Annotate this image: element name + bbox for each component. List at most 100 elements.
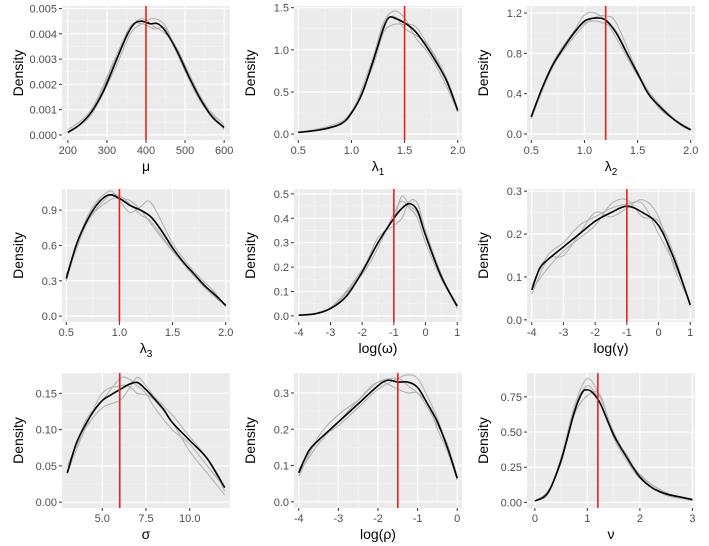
x-tick-label: 600 xyxy=(215,145,233,157)
y-tick-label: 0.00 xyxy=(36,497,57,509)
y-tick-label: 0.001 xyxy=(29,105,57,117)
x-tick-label: -2 xyxy=(357,327,367,339)
chain-density-line-2 xyxy=(65,193,227,305)
x-tick-label: 400 xyxy=(137,145,155,157)
density-curves xyxy=(66,376,226,496)
y-tick-label: 0.3 xyxy=(507,186,522,198)
density-panel-5: -4 -3 -2 -1 0 1 0.0 0.1 0.2 0.3 0.4 0.5 Density log(ω… xyxy=(242,189,462,356)
chain-density-line-1 xyxy=(67,18,225,133)
chain-density-line-1 xyxy=(298,374,458,477)
x-tick-label: 1 xyxy=(687,327,693,339)
chain-density-line-2 xyxy=(67,18,225,133)
y-tick-label: 0.0 xyxy=(274,497,289,509)
x-tick-label: 0 xyxy=(454,513,460,525)
x-tick-label: 0 xyxy=(655,327,661,339)
y-tick-label: 0.8 xyxy=(507,48,522,60)
combined-density-line xyxy=(530,17,692,131)
y-tick-label: 0.25 xyxy=(501,462,522,474)
y-tick-label: 0.1 xyxy=(274,461,289,473)
density-panel-9: 0 1 2 3 0.00 0.25 0.50 0.75 Density ν xyxy=(475,373,695,542)
y-tick-label: 0.6 xyxy=(42,240,57,252)
y-axis-title: Density xyxy=(475,417,491,464)
y-tick-label: 0.4 xyxy=(507,89,522,101)
x-axis-symbol: log(γ) xyxy=(593,340,628,356)
chain-density-line-1 xyxy=(65,190,227,308)
x-tick-label: 2 xyxy=(637,513,643,525)
x-axis-title: μ xyxy=(142,158,150,174)
x-axis-subscript: 1 xyxy=(379,167,385,178)
x-tick-label: 10.0 xyxy=(179,513,200,525)
x-tick-label: 1 xyxy=(584,513,590,525)
x-axis-symbol: λ xyxy=(140,340,147,356)
x-axis-title: log(ω) xyxy=(359,340,398,356)
x-tick-label: 2.0 xyxy=(683,145,698,157)
x-tick-label: 1.5 xyxy=(397,145,412,157)
density-panel-7: 5.0 7.5 10.0 0.00 0.05 0.10 0.15 Density σ xyxy=(10,373,230,542)
y-tick-label: 0.004 xyxy=(29,29,57,41)
y-tick-label: 0.3 xyxy=(42,276,57,288)
y-axis-title: Density xyxy=(10,417,26,464)
combined-density-line xyxy=(534,388,693,502)
x-tick-label: -1 xyxy=(413,513,423,525)
y-tick-label: 0.5 xyxy=(274,189,289,201)
x-axis-title: λ2 xyxy=(605,158,618,178)
x-tick-label: 7.5 xyxy=(138,513,153,525)
x-axis-title: log(γ) xyxy=(593,340,628,356)
y-tick-label: 0.50 xyxy=(501,427,522,439)
chain-density-line-2 xyxy=(66,376,226,492)
y-tick-label: 0.4 xyxy=(274,213,289,225)
density-curves xyxy=(65,190,227,308)
x-tick-label: -1 xyxy=(389,327,399,339)
x-tick-label: -4 xyxy=(294,513,304,525)
y-tick-label: 0.0 xyxy=(42,311,57,323)
y-axis-title: Density xyxy=(10,232,26,279)
density-curves xyxy=(298,10,459,134)
y-tick-label: 1.5 xyxy=(274,3,289,15)
chain-density-line-1 xyxy=(531,201,691,303)
y-tick-label: 0.2 xyxy=(274,424,289,436)
chain-density-line-3 xyxy=(531,199,691,303)
y-axis-title: Density xyxy=(242,50,258,97)
x-tick-label: 1.5 xyxy=(165,327,180,339)
x-tick-label: -4 xyxy=(527,327,537,339)
y-tick-label: 0.05 xyxy=(36,461,57,473)
x-tick-label: -1 xyxy=(622,327,632,339)
y-axis-title: Density xyxy=(242,232,258,279)
x-axis-subscript: 2 xyxy=(612,167,618,178)
x-tick-label: -2 xyxy=(590,327,600,339)
y-tick-label: 0.5 xyxy=(274,87,289,99)
x-tick-label: 1.0 xyxy=(577,145,592,157)
combined-density-line xyxy=(530,205,692,306)
x-tick-label: 0 xyxy=(532,513,538,525)
y-tick-label: 0.0 xyxy=(274,311,289,323)
combined-density-line xyxy=(65,193,227,307)
x-axis-title: ν xyxy=(608,526,615,542)
y-tick-label: 1.0 xyxy=(274,45,289,57)
y-tick-label: 0.15 xyxy=(36,388,57,400)
combined-density-line xyxy=(298,15,459,134)
y-tick-label: 0.3 xyxy=(274,388,289,400)
x-tick-label: 300 xyxy=(98,145,116,157)
x-tick-label: 2.0 xyxy=(218,327,233,339)
x-tick-label: 0.5 xyxy=(524,145,539,157)
x-tick-label: 1.0 xyxy=(344,145,359,157)
x-tick-label: -3 xyxy=(559,327,569,339)
x-tick-label: 0.5 xyxy=(291,145,306,157)
x-axis-title: λ3 xyxy=(140,340,153,360)
density-panel-8: -4 -3 -2 -1 0 0.0 0.1 0.2 0.3 Density log(ρ) xyxy=(242,373,462,542)
density-curves xyxy=(530,198,692,308)
y-tick-label: 0.003 xyxy=(29,54,57,66)
y-tick-label: 0.75 xyxy=(501,392,522,404)
y-tick-label: 0.000 xyxy=(29,130,57,142)
x-axis-symbol: ν xyxy=(608,526,615,542)
y-axis-title: Density xyxy=(475,50,491,97)
y-tick-label: 0.3 xyxy=(274,238,289,250)
y-tick-label: 0.1 xyxy=(274,286,289,298)
y-tick-label: 0.0 xyxy=(507,315,522,327)
x-tick-label: 1.5 xyxy=(630,145,645,157)
x-tick-label: 1 xyxy=(454,327,460,339)
density-curves xyxy=(298,374,459,481)
x-tick-label: 0 xyxy=(422,327,428,339)
x-axis-symbol: log(ρ) xyxy=(360,526,396,542)
